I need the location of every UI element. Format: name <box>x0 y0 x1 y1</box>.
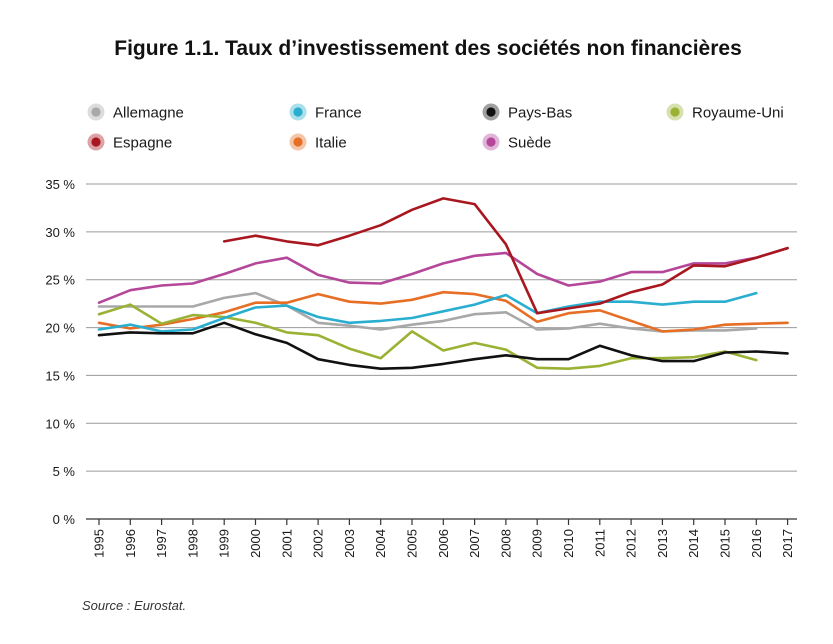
legend-label: Allemagne <box>113 105 184 122</box>
legend-label: Royaume-Uni <box>692 105 784 122</box>
legend-item: Royaume-Uni <box>666 103 784 122</box>
legend-item: France <box>289 103 362 122</box>
x-tick-label: 1999 <box>217 529 232 558</box>
y-tick-label: 25 % <box>45 273 75 288</box>
legend: Allemagne France Pays-Bas Royaume-Uni Espagn… <box>87 103 784 152</box>
legend-marker <box>293 137 303 147</box>
x-tick-label: 2006 <box>436 529 451 558</box>
legend-item: Espagne <box>87 133 172 152</box>
x-tick-label: 1995 <box>92 529 107 558</box>
x-tick-label: 2011 <box>592 529 607 557</box>
legend-marker <box>486 137 496 147</box>
x-tick-label: 1996 <box>123 529 138 558</box>
x-tick-label: 2016 <box>749 529 764 558</box>
y-axis: 0 % 5 % 10 % 15 % 20 % 25 % 30 % 35 % <box>45 177 75 527</box>
series-line-pays-bas <box>97 321 789 370</box>
x-tick-label: 2010 <box>561 529 576 558</box>
x-tick-label: 2001 <box>279 529 294 558</box>
legend-item: Suède <box>482 133 551 152</box>
legend-item: Allemagne <box>87 103 184 122</box>
x-tick-label: 1997 <box>154 529 169 558</box>
chart-title: Figure 1.1. Taux d’investissement des so… <box>114 37 742 60</box>
x-tick-label: 2013 <box>655 529 670 558</box>
source-note: Source : Eurostat. <box>82 598 186 613</box>
x-tick-label: 2017 <box>780 529 795 558</box>
series-line-france <box>97 291 758 333</box>
series-line-espagne <box>222 197 789 315</box>
series-line-su-de <box>97 246 789 304</box>
y-tick-label: 0 % <box>53 512 76 527</box>
legend-item: Italie <box>289 133 347 152</box>
legend-label: France <box>315 105 362 122</box>
x-tick-label: 2005 <box>405 529 420 558</box>
legend-marker <box>670 107 680 117</box>
x-tick-label: 2003 <box>342 529 357 558</box>
legend-marker <box>91 137 101 147</box>
series-line-italie <box>97 290 789 333</box>
legend-label: Pays-Bas <box>508 105 572 122</box>
legend-marker <box>91 107 101 117</box>
y-tick-label: 15 % <box>45 368 75 383</box>
series-line-allemagne <box>97 291 758 333</box>
y-tick-label: 20 % <box>45 321 75 336</box>
legend-label: Italie <box>315 135 347 152</box>
x-tick-label: 2000 <box>248 529 263 558</box>
series-lines <box>97 197 789 370</box>
gridlines <box>86 183 797 472</box>
y-tick-label: 30 % <box>45 225 75 240</box>
y-tick-label: 5 % <box>53 464 76 479</box>
legend-marker <box>486 107 496 117</box>
x-tick-label: 2015 <box>718 529 733 558</box>
x-tick-label: 2002 <box>311 529 326 558</box>
y-tick-label: 10 % <box>45 416 75 431</box>
x-tick-label: 2009 <box>530 529 545 558</box>
x-tick-label: 2007 <box>467 529 482 558</box>
legend-marker <box>293 107 303 117</box>
legend-label: Suède <box>508 135 551 152</box>
x-tick-label: 2012 <box>624 529 639 558</box>
x-axis: 1995 1996 1997 1998 1999 2000 2001 2002 2003 2004… <box>86 518 797 558</box>
x-tick-label: 2008 <box>498 529 513 558</box>
x-tick-label: 2014 <box>686 529 701 558</box>
x-tick-label: 2004 <box>373 529 388 558</box>
y-tick-label: 35 % <box>45 177 75 192</box>
x-tick-label: 1998 <box>185 529 200 558</box>
legend-item: Pays-Bas <box>482 103 572 122</box>
legend-label: Espagne <box>113 135 172 152</box>
